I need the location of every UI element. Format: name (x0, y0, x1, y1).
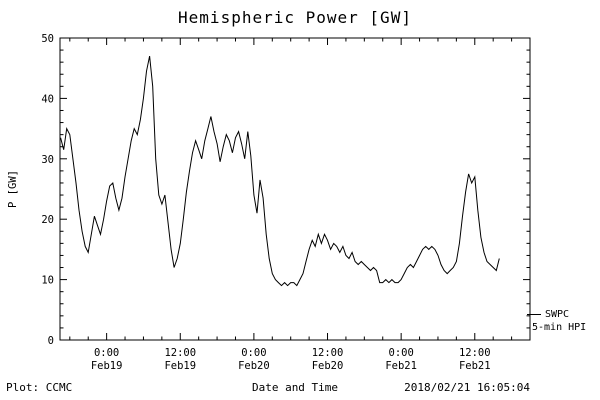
x-tick-date: Feb20 (238, 360, 270, 372)
legend-line-sample-icon (527, 313, 541, 315)
timestamp: 2018/02/21 16:05:04 (404, 381, 530, 394)
plot-credit: Plot: CCMC (6, 381, 73, 394)
x-tick-date: Feb21 (385, 360, 417, 372)
x-tick-time: 0:00 (389, 347, 414, 359)
x-tick-date: Feb20 (312, 360, 344, 372)
plot-frame (59, 37, 531, 341)
y-tick-label: 50 (41, 33, 54, 45)
hpi-line (60, 55, 500, 287)
y-tick-label: 20 (41, 214, 54, 226)
x-tick-time: 12:00 (459, 347, 491, 359)
chart-title: Hemispheric Power [GW] (178, 8, 412, 27)
y-tick-label: 40 (41, 93, 54, 105)
y-tick-label: 10 (41, 275, 54, 287)
x-tick-time: 12:00 (312, 347, 344, 359)
y-tick-label: 30 (41, 154, 54, 166)
legend-series-name: SWPC (545, 309, 570, 320)
x-tick-date: Feb21 (459, 360, 491, 372)
y-axis-label: P [GW] (7, 170, 19, 208)
x-tick-date: Feb19 (164, 360, 196, 372)
x-axis-label: Date and Time (251, 381, 339, 394)
legend-series-desc: 5-min HPI (532, 322, 587, 333)
x-tick-time: 0:00 (241, 347, 266, 359)
legend: SWPC 5-min HPI (527, 308, 586, 334)
legend-row: SWPC (527, 308, 586, 321)
y-tick-label: 0 (48, 335, 54, 347)
x-tick-date: Feb19 (91, 360, 123, 372)
x-tick-time: 12:00 (164, 347, 196, 359)
x-tick-time: 0:00 (94, 347, 119, 359)
